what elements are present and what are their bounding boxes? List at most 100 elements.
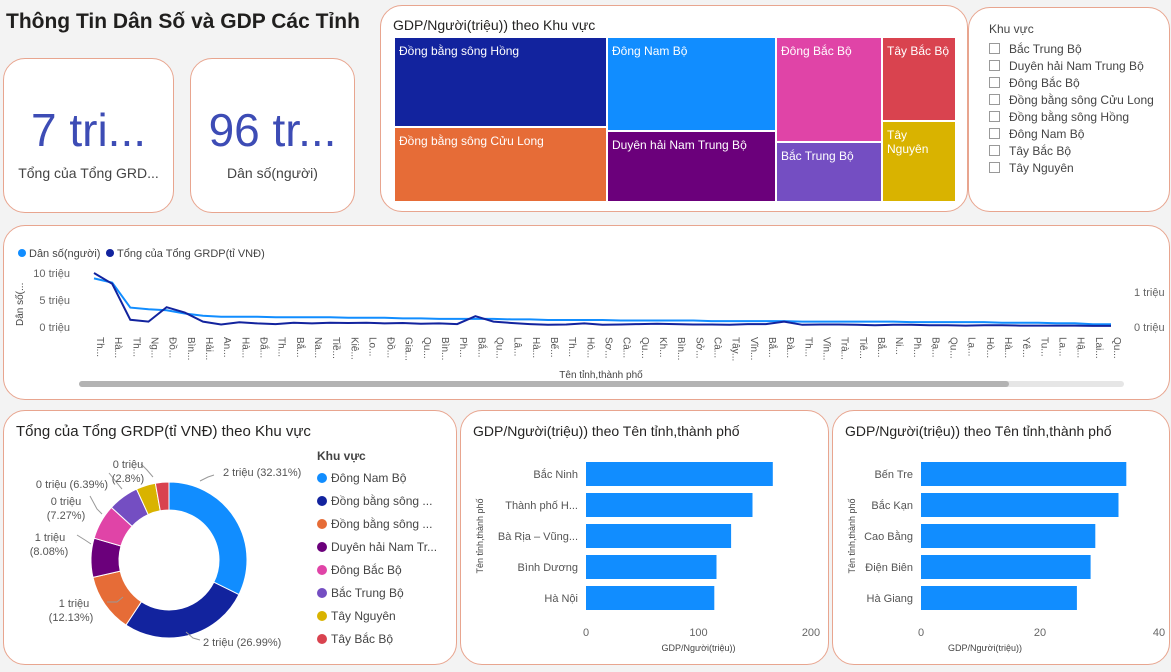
legend-label: Tây Bắc Bộ <box>331 631 394 646</box>
x-tick: Hải... <box>203 337 214 360</box>
kpi-card-population[interactable]: 96 tr... Dân số(người) <box>190 58 355 213</box>
legend-dot <box>317 610 327 621</box>
x-axis-label: Tên tỉnh,thành phố <box>559 369 643 381</box>
bar[interactable] <box>921 493 1119 517</box>
line-chart-card[interactable]: Dân số(người) Tổng của Tổng GRDP(tỉ VNĐ)… <box>3 225 1170 400</box>
slicer-item[interactable]: Đông Nam Bộ <box>989 125 1154 142</box>
category-label: Cao Bằng <box>864 530 913 543</box>
slicer-item[interactable]: Đông Bắc Bộ <box>989 74 1154 91</box>
x-tick: Ni... <box>893 337 904 355</box>
x-tick: Trà... <box>839 337 850 360</box>
treemap-cell[interactable]: Bắc Trung Bộ <box>776 142 882 202</box>
legend-item[interactable]: Đồng bằng sông ... <box>317 512 437 535</box>
x-tick: Qu... <box>494 337 505 359</box>
x-tick: Hà... <box>530 337 541 358</box>
x-tick: Bắ... <box>875 337 888 358</box>
x-tick: 0 <box>918 627 924 639</box>
scrollbar-thumb[interactable] <box>79 381 1009 387</box>
slicer-item[interactable]: Đồng bằng sông Cửu Long <box>989 91 1154 108</box>
bar-chart-card-2[interactable]: GDP/Người(triệu)) theo Tên tỉnh,thành ph… <box>832 410 1170 665</box>
legend-item[interactable]: Bắc Trung Bộ <box>317 581 437 604</box>
donut-slice[interactable] <box>168 481 248 596</box>
x-tick: Lo... <box>366 337 377 356</box>
checkbox[interactable] <box>989 128 1000 139</box>
bar[interactable] <box>921 555 1091 579</box>
donut-slice[interactable] <box>154 481 170 512</box>
line-chart: Dân số(người) Tổng của Tổng GRDP(tỉ VNĐ)… <box>14 248 1165 387</box>
checkbox[interactable] <box>989 43 1000 54</box>
x-tick: Cà... <box>621 337 632 358</box>
slicer-item[interactable]: Tây Nguyên <box>989 159 1154 176</box>
checkbox[interactable] <box>989 94 1000 105</box>
x-tick: Tây... <box>730 337 741 361</box>
legend-title: Khu vực <box>317 449 366 463</box>
treemap-cell[interactable]: Đông Nam Bộ <box>607 37 776 131</box>
donut-slice[interactable] <box>125 581 240 639</box>
checkbox[interactable] <box>989 162 1000 173</box>
leader-line <box>185 631 201 641</box>
category-label: Hà Nội <box>544 593 578 605</box>
y-tick-right: 1 triệu <box>1134 287 1165 299</box>
x-tick: Cà... <box>712 337 723 358</box>
slicer-item[interactable]: Đồng bằng sông Hồng <box>989 108 1154 125</box>
data-label: 1 triệu <box>35 532 66 544</box>
slicer-item-label: Đông Bắc Bộ <box>1009 75 1080 90</box>
legend-item[interactable]: Đồng bằng sông ... <box>317 489 437 512</box>
checkbox[interactable] <box>989 145 1000 156</box>
series-line[interactable] <box>93 277 1111 326</box>
treemap-cell[interactable]: Tây Bắc Bộ <box>882 37 956 121</box>
x-tick: An... <box>221 337 232 358</box>
bar[interactable] <box>921 586 1077 610</box>
leader-line <box>107 596 124 603</box>
x-tick: Gia... <box>403 337 414 361</box>
donut-card[interactable]: Tổng của Tổng GRDP(tỉ VNĐ) theo Khu vực … <box>3 410 457 665</box>
treemap-cell[interactable]: Đông Bắc Bộ <box>776 37 882 142</box>
y-tick: 10 triệu <box>33 268 70 280</box>
treemap-cell[interactable]: Đồng bằng sông Hồng <box>394 37 607 127</box>
kpi-card-grdp[interactable]: 7 tri... Tổng của Tổng GRD... <box>3 58 174 213</box>
treemap-cell-label: Duyên hải Nam Trung Bộ <box>612 138 747 152</box>
x-tick: Yê... <box>1020 337 1031 358</box>
legend-item[interactable]: Đông Bắc Bộ <box>317 558 437 581</box>
treemap-card[interactable]: GDP/Người(triệu)) theo Khu vực Đồng bằng… <box>380 5 968 212</box>
bar[interactable] <box>586 555 717 579</box>
slicer-item[interactable]: Tây Bắc Bộ <box>989 142 1154 159</box>
x-tick: Tiề... <box>330 337 342 359</box>
slicer-item-label: Đông Nam Bộ <box>1009 126 1085 141</box>
x-tick: Kh... <box>657 337 668 358</box>
legend-item[interactable]: Duyên hải Nam Tr... <box>317 535 437 558</box>
checkbox[interactable] <box>989 111 1000 122</box>
series-line[interactable] <box>93 272 1111 327</box>
bar[interactable] <box>921 462 1127 486</box>
checkbox[interactable] <box>989 77 1000 88</box>
legend-item[interactable]: Tây Bắc Bộ <box>317 627 437 650</box>
bar-chart-card-1[interactable]: GDP/Người(triệu)) theo Tên tỉnh,thành ph… <box>460 410 829 665</box>
data-label: 0 triệu <box>51 496 82 508</box>
line-plot <box>93 272 1111 327</box>
category-label: Bắc Kạn <box>871 499 913 512</box>
treemap-cell[interactable]: Tây Nguyên <box>882 121 956 202</box>
slicer-item[interactable]: Bắc Trung Bộ <box>989 40 1154 57</box>
bar[interactable] <box>586 493 753 517</box>
legend-label: Đồng bằng sông ... <box>331 516 433 531</box>
region-slicer[interactable]: Khu vực Bắc Trung Bộ Duyên hải Nam Trung… <box>968 7 1170 212</box>
slicer-item[interactable]: Duyên hải Nam Trung Bộ <box>989 57 1154 74</box>
x-tick: Th... <box>94 337 105 357</box>
bar[interactable] <box>586 586 715 610</box>
x-axis-label: GDP/Người(triệu)) <box>662 643 736 653</box>
bar[interactable] <box>586 462 773 486</box>
page-title: Thông Tin Dân Số và GDP Các Tỉnh <box>6 10 360 33</box>
treemap-title: GDP/Người(triệu)) theo Khu vực <box>393 17 596 33</box>
legend-item[interactable]: Đông Nam Bộ <box>317 466 437 489</box>
bar[interactable] <box>586 524 732 548</box>
checkbox[interactable] <box>989 60 1000 71</box>
category-label: Bình Dương <box>518 562 578 574</box>
x-tick: 20 <box>1034 627 1046 639</box>
bar-chart: Bến Tre Bắc Kạn Cao Bằng Điện Biên Hà Giang 0… <box>847 462 1165 653</box>
legend-item[interactable]: Tây Nguyên <box>317 604 437 627</box>
x-tick: Ng... <box>149 337 160 358</box>
treemap-cell[interactable]: Đồng bằng sông Cửu Long <box>394 127 607 202</box>
bar[interactable] <box>921 524 1096 548</box>
treemap-cell[interactable]: Duyên hải Nam Trung Bộ <box>607 131 776 202</box>
legend-label: Duyên hải Nam Tr... <box>331 539 438 554</box>
